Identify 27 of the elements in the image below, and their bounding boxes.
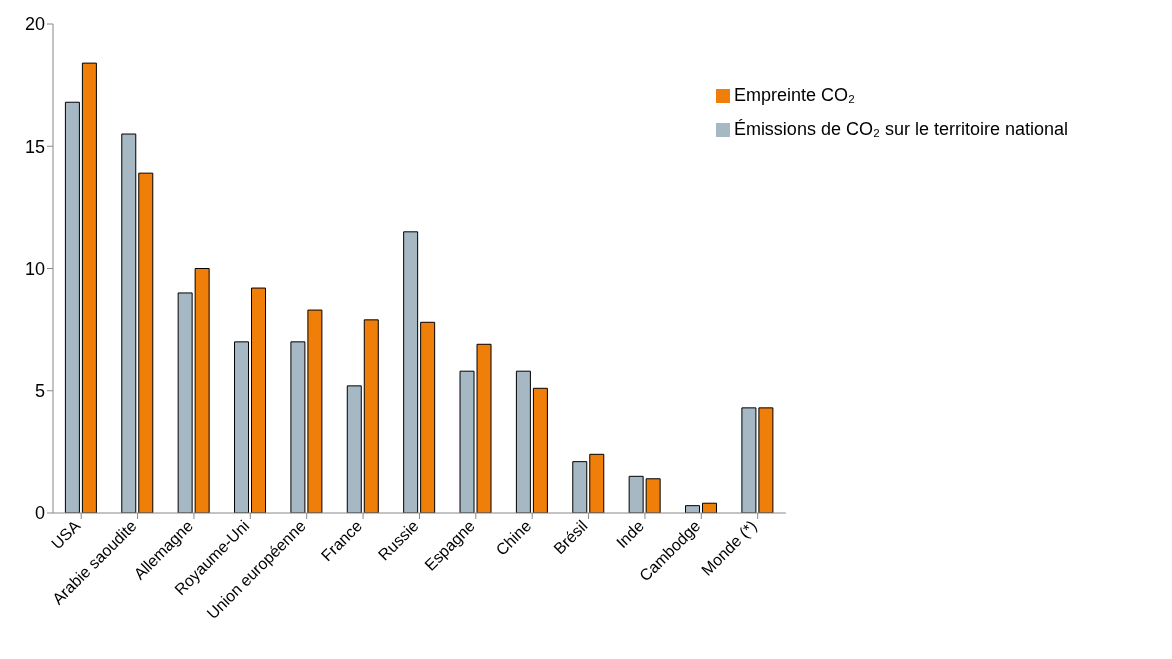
bar: [81, 62, 97, 513]
legend-label: Empreinte CO₂: [733, 85, 855, 105]
bar: [138, 172, 154, 513]
bar: [572, 461, 588, 513]
bar: [589, 453, 605, 513]
bar: [177, 292, 193, 513]
y-tick-label: 20: [24, 14, 45, 35]
bar: [121, 133, 137, 513]
bar: [628, 475, 644, 513]
y-tick-label: 15: [24, 136, 45, 157]
bar: [64, 101, 80, 513]
bar: [420, 321, 436, 513]
bar: [194, 268, 210, 513]
bar: [363, 319, 379, 513]
bar: [403, 231, 419, 513]
bar: [251, 287, 267, 513]
bar: [532, 387, 548, 513]
x-tick-label: USA: [48, 516, 84, 553]
bar: [515, 370, 531, 513]
y-tick-label: 10: [24, 258, 45, 279]
bar: [234, 341, 250, 513]
legend-label: Émissions de CO₂ sur le territoire national: [733, 119, 1068, 139]
bar: [685, 505, 701, 513]
y-tick-label: 0: [34, 503, 45, 524]
y-tick-label: 5: [34, 381, 45, 402]
bar: [346, 385, 362, 513]
bar: [645, 478, 661, 513]
